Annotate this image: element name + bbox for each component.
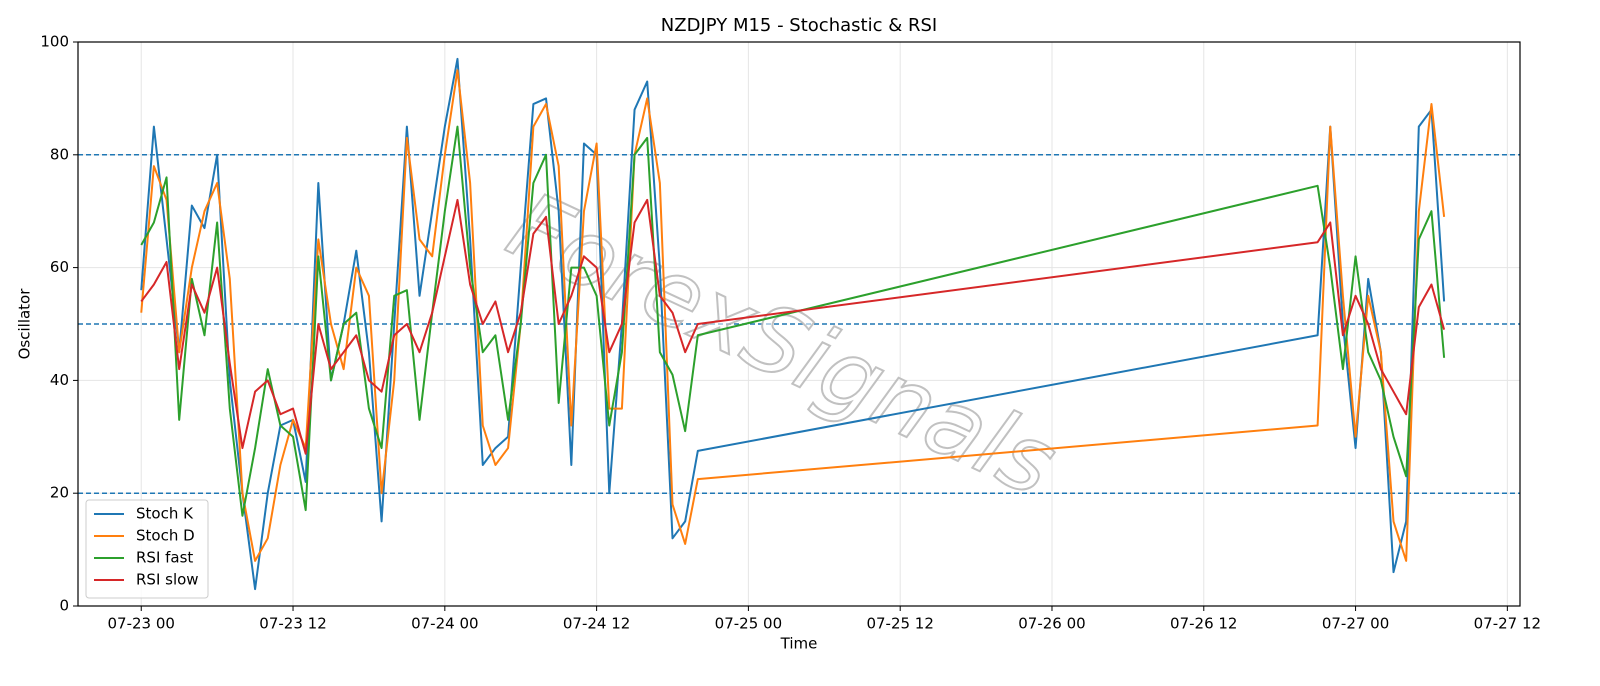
x-tick-label: 07-24 00 [411, 615, 478, 633]
y-tick-label: 80 [50, 145, 69, 163]
series-line [140, 69, 1446, 562]
plot-frame [77, 41, 1521, 607]
y-tick-label: 100 [40, 33, 69, 51]
x-tick-label: 07-27 12 [1474, 615, 1541, 633]
y-axis-label: Oscillator [16, 288, 34, 360]
y-tick-label: 20 [50, 484, 69, 502]
legend-label: RSI fast [136, 549, 193, 567]
x-tick-label: 07-26 00 [1018, 615, 1085, 633]
legend-label: RSI slow [136, 571, 199, 589]
x-tick-label: 07-25 00 [715, 615, 782, 633]
y-tick-label: 0 [59, 597, 69, 615]
x-tick-label: 07-23 12 [259, 615, 326, 633]
series-line [140, 198, 1446, 455]
legend-label: Stoch K [136, 505, 194, 523]
y-tick-label: 40 [50, 371, 69, 389]
chart-title: NZDJPY M15 - Stochastic & RSI [661, 15, 937, 36]
x-tick-label: 07-26 12 [1170, 615, 1237, 633]
y-tick-label: 60 [50, 258, 69, 276]
legend-label: Stoch D [136, 527, 195, 545]
legend-box [85, 499, 209, 599]
x-tick-label: 07-25 12 [866, 615, 933, 633]
x-tick-label: 07-27 00 [1322, 615, 1389, 633]
x-tick-label: 07-24 12 [563, 615, 630, 633]
x-axis-label: Time [780, 635, 818, 653]
x-tick-label: 07-23 00 [108, 615, 175, 633]
series-line [140, 125, 1446, 517]
